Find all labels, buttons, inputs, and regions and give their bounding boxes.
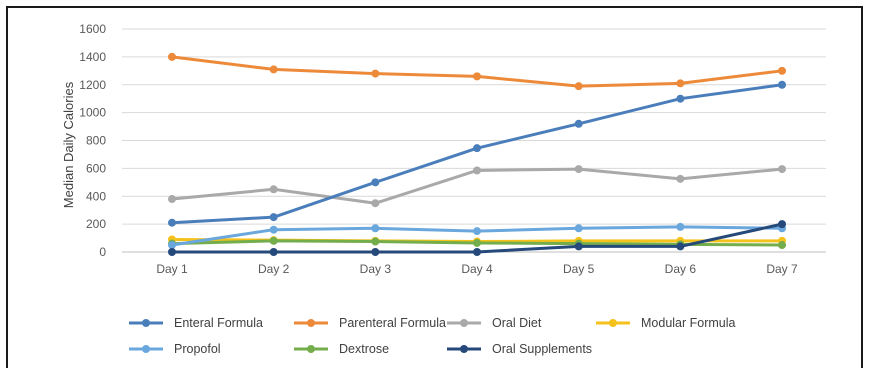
legend-label: Oral Diet xyxy=(492,316,542,330)
series-lines xyxy=(168,52,787,256)
legend-swatch-marker xyxy=(460,319,468,327)
legend-label: Oral Supplements xyxy=(492,342,592,356)
data-point xyxy=(778,165,787,174)
data-point xyxy=(168,248,176,256)
data-point xyxy=(676,222,685,231)
x-tick-label: Day 4 xyxy=(461,262,493,276)
data-point xyxy=(269,248,278,256)
legend-item: Oral Supplements xyxy=(447,342,592,356)
y-axis-title: Median Daily Calories xyxy=(61,81,76,208)
legend-swatch-marker xyxy=(142,345,150,353)
x-tick-label: Day 6 xyxy=(665,262,697,276)
legend-swatch-marker xyxy=(609,319,617,327)
data-point xyxy=(168,52,176,61)
data-point xyxy=(371,237,380,246)
data-point xyxy=(269,185,278,194)
series-propofol xyxy=(168,222,787,250)
data-point xyxy=(676,242,685,251)
data-point xyxy=(574,224,583,233)
x-tick-label: Day 1 xyxy=(156,262,188,276)
data-point xyxy=(269,236,278,245)
legend-swatch-marker xyxy=(142,319,150,327)
data-point xyxy=(371,248,380,256)
legend-label: Modular Formula xyxy=(641,316,736,330)
y-tick-label: 800 xyxy=(86,134,106,148)
y-tick-label: 1000 xyxy=(79,106,106,120)
y-axis-ticks: 0 200 400 600 800 1000 1200 1400 1600 xyxy=(79,22,106,259)
data-point xyxy=(778,80,787,89)
data-point xyxy=(371,69,380,78)
data-point xyxy=(778,241,787,250)
data-point xyxy=(473,227,482,236)
y-tick-label: 1400 xyxy=(79,50,106,64)
data-point xyxy=(371,224,380,233)
legend: Enteral Formula Parenteral Formula Oral Di… xyxy=(129,316,736,356)
legend-item: Enteral Formula xyxy=(129,316,263,330)
data-point xyxy=(269,213,278,222)
legend-item: Propofol xyxy=(129,342,221,356)
data-point xyxy=(473,166,482,175)
legend-item: Modular Formula xyxy=(596,316,736,330)
x-tick-label: Day 2 xyxy=(258,262,290,276)
series-parenteral-formula xyxy=(168,52,787,91)
data-point xyxy=(676,94,685,103)
legend-item: Dextrose xyxy=(294,342,389,356)
data-point xyxy=(168,241,176,250)
legend-swatch-marker xyxy=(307,319,315,327)
series-line xyxy=(170,55,784,88)
data-point xyxy=(778,66,787,75)
data-point xyxy=(473,238,482,247)
y-tick-label: 200 xyxy=(86,217,106,231)
series-line xyxy=(170,83,784,225)
y-tick-label: 400 xyxy=(86,189,106,203)
legend-label: Propofol xyxy=(174,342,221,356)
data-point xyxy=(676,79,685,88)
data-point xyxy=(778,220,787,229)
chart-frame xyxy=(6,6,863,368)
legend-swatch-marker xyxy=(307,345,315,353)
data-point xyxy=(473,248,482,256)
legend-item: Parenteral Formula xyxy=(294,316,446,330)
data-point xyxy=(168,195,176,204)
legend-item: Oral Diet xyxy=(447,316,542,330)
data-point xyxy=(574,165,583,174)
data-point xyxy=(269,65,278,74)
data-point xyxy=(473,144,482,153)
data-point xyxy=(574,119,583,128)
series-oral-supplements xyxy=(168,220,787,256)
data-point xyxy=(269,225,278,234)
data-point xyxy=(371,199,380,208)
x-tick-label: Day 7 xyxy=(766,262,798,276)
data-point xyxy=(574,242,583,251)
x-axis-ticks: Day 1 Day 2 Day 3 Day 4 Day 5 Day 6 Day 7 xyxy=(156,262,798,276)
legend-label: Parenteral Formula xyxy=(339,316,446,330)
data-point xyxy=(676,174,685,183)
data-point xyxy=(574,82,583,91)
data-point xyxy=(168,218,176,227)
legend-swatch-marker xyxy=(460,345,468,353)
series-oral-diet xyxy=(168,165,787,208)
data-point xyxy=(473,72,482,81)
y-tick-label: 1200 xyxy=(79,78,106,92)
y-tick-label: 600 xyxy=(86,161,106,175)
x-tick-label: Day 5 xyxy=(563,262,595,276)
x-tick-label: Day 3 xyxy=(360,262,392,276)
data-point xyxy=(371,178,380,187)
y-tick-label: 1600 xyxy=(79,22,106,36)
legend-label: Dextrose xyxy=(339,342,389,356)
y-tick-label: 0 xyxy=(99,245,106,259)
series-enteral-formula xyxy=(168,80,787,227)
legend-label: Enteral Formula xyxy=(174,316,263,330)
